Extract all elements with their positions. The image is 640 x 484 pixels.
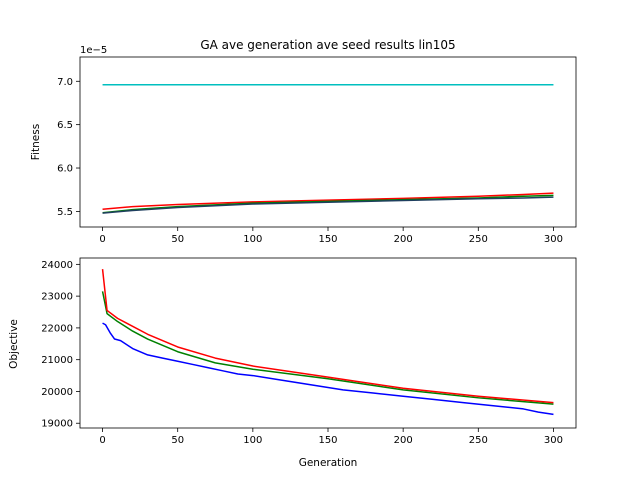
objective-x-tick-label: 0 [99,435,105,446]
fitness-x-tick-label: 150 [318,234,337,245]
objective-x-tick-label: 50 [171,435,184,446]
fitness-series-line-1 [102,192,554,210]
generation-x-axis-label: Generation [299,457,358,469]
objective-x-tick-label: 300 [544,435,563,446]
fitness-y-tick-label: 6.0 [57,164,73,175]
fitness-y-tick-label: 5.5 [57,207,73,218]
fitness-x-tick-label: 250 [469,234,488,245]
fitness-x-tick-label: 300 [544,234,563,245]
chart-title: GA ave generation ave seed results lin10… [200,38,455,52]
objective-x-tick-label: 200 [394,435,413,446]
objective-y-tick-label: 22000 [41,323,73,334]
fitness-panel: 1e−5 Fitness 0 50 100 150 200 250 300 5.5 6.0 6.5… [30,45,577,245]
objective-panel: Objective Generation 0 50 100 150 200 250 300 1… [8,257,577,469]
objective-axes-frame [79,257,577,429]
objective-y-tick-label: 24000 [41,260,73,271]
fitness-series-line-3 [102,196,554,214]
objective-x-tick-label: 100 [243,435,262,446]
fitness-y-axis-label: Fitness [30,124,42,160]
fitness-y-tick-label: 7.0 [57,77,73,88]
objective-y-tick-label: 20000 [41,387,73,398]
fitness-y-tick-label: 6.5 [57,120,73,131]
objective-y-tick-label: 21000 [41,355,73,366]
objective-series-line-0 [102,322,554,416]
fitness-offset-label: 1e−5 [80,45,107,56]
objective-series-line-2 [101,269,554,404]
fitness-x-tick-label: 100 [243,234,262,245]
fitness-x-tick-label: 200 [394,234,413,245]
objective-x-tick-label: 250 [469,435,488,446]
fitness-x-tick-label: 50 [171,234,184,245]
fitness-x-tick-label: 0 [99,234,105,245]
objective-x-tick-label: 150 [318,435,337,446]
objective-y-axis-label: Objective [8,319,20,369]
objective-series-line-1 [101,291,554,405]
fitness-series-line-2 [102,194,554,214]
objective-y-tick-label: 23000 [41,292,73,303]
objective-y-tick-label: 19000 [41,419,73,430]
